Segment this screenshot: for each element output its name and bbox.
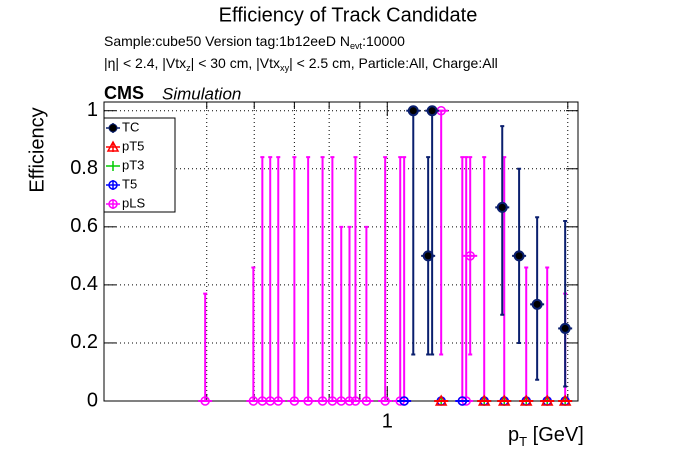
legend-marker <box>108 123 118 133</box>
cms-label: CMS <box>104 83 144 103</box>
marker <box>407 105 419 117</box>
marker <box>399 396 409 406</box>
legend-marker <box>106 140 120 152</box>
subtitle-part: z <box>186 63 191 73</box>
legend-marker <box>108 180 118 190</box>
marker <box>303 396 313 406</box>
x-axis-label: pT [GeV] <box>508 424 584 449</box>
y-tick-label: 0.2 <box>70 331 98 353</box>
legend: TC pT5 pT3 T5 pLS <box>103 117 176 213</box>
legend-box <box>103 117 176 213</box>
y-axis-label: Efficiency <box>26 107 48 192</box>
x-axis-label-part: [GeV] <box>527 424 584 446</box>
marker <box>519 394 533 406</box>
legend-label: pT3 <box>122 157 144 172</box>
y-tick-label: 0.8 <box>70 157 98 179</box>
marker <box>380 396 390 406</box>
legend-label: T5 <box>122 176 137 191</box>
marker <box>200 396 210 406</box>
x-axis-label-part: T <box>519 434 527 449</box>
marker <box>361 396 372 406</box>
marker <box>531 298 543 310</box>
cms-sublabel: Simulation <box>162 84 241 103</box>
marker <box>513 250 525 262</box>
error-bar <box>500 125 505 316</box>
subtitle: Sample:cube50 Version tag:1b12eeD Nevt:1… <box>104 33 405 52</box>
y-tick-label: 0 <box>87 389 98 411</box>
error-bar <box>535 216 540 381</box>
marker <box>559 322 571 334</box>
marker <box>496 201 508 213</box>
marker <box>426 105 438 117</box>
marker <box>465 251 475 261</box>
legend-marker <box>108 199 118 209</box>
subtitle-part: | < 30 cm, |Vtx <box>191 55 280 71</box>
error-bar <box>563 220 568 388</box>
marker <box>558 394 572 406</box>
marker <box>497 394 511 406</box>
y-tick-label: 1 <box>87 99 98 121</box>
legend-label: pT5 <box>122 138 144 153</box>
marker <box>477 394 491 406</box>
marker <box>273 396 284 406</box>
x-axis-label-part: p <box>508 424 519 446</box>
marker <box>540 394 554 406</box>
subtitle-part: :10000 <box>362 33 405 49</box>
subtitle: |η| < 2.4, |Vtxz| < 30 cm, |Vtxxy| < 2.5… <box>104 55 498 74</box>
subtitle-part: Sample:cube50 Version tag:1b12eeD N <box>104 33 350 49</box>
marker <box>434 394 448 406</box>
chart-title: Efficiency of Track Candidate <box>219 4 478 26</box>
subtitle-part: evt <box>350 41 363 51</box>
marker <box>457 396 468 406</box>
x-tick-label: 1 <box>382 410 393 432</box>
legend-label: pLS <box>122 195 145 210</box>
subtitle-part: |η| < 2.4, |Vtx <box>104 55 186 71</box>
marker <box>289 396 300 406</box>
y-tick-label: 0.6 <box>70 215 98 237</box>
subtitle-part: xy <box>280 63 290 73</box>
y-tick-label: 0.4 <box>70 273 98 295</box>
subtitle-part: | < 2.5 cm, Particle:All, Charge:All <box>289 55 498 71</box>
legend-label: TC <box>122 119 139 134</box>
